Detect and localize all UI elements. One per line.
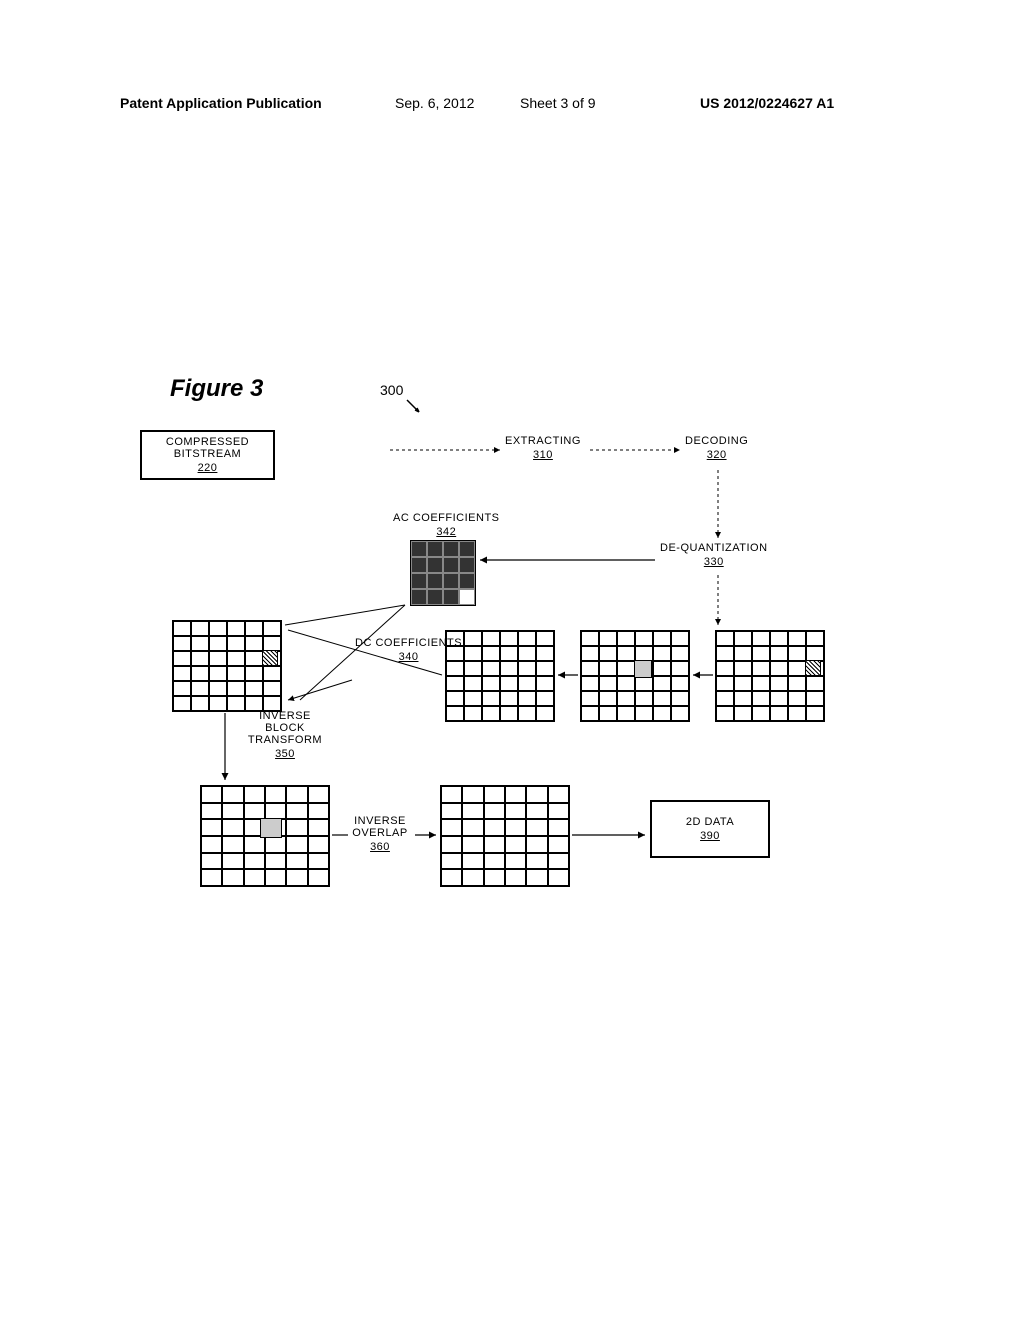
header-pubnum: US 2012/0224627 A1 bbox=[700, 95, 834, 111]
flow-diagram: COMPRESSED BITSTREAM 220 EXTRACTING 310 … bbox=[140, 430, 880, 930]
grid-bottommid bbox=[440, 785, 570, 887]
dequant-ref: 330 bbox=[704, 556, 724, 568]
hatch-topleft bbox=[262, 650, 278, 666]
header-sheet: Sheet 3 of 9 bbox=[520, 95, 596, 111]
extracting-label: EXTRACTING bbox=[505, 435, 581, 447]
highlight-mid2 bbox=[634, 660, 652, 678]
grid-topleft bbox=[172, 620, 282, 712]
invoverlap-label: INVERSE OVERLAP bbox=[350, 815, 410, 839]
figure-title: Figure 3 bbox=[170, 375, 263, 403]
invoverlap-ref: 360 bbox=[370, 841, 390, 853]
grid-mid1 bbox=[445, 630, 555, 722]
header-left: Patent Application Publication bbox=[120, 95, 322, 111]
ac-block: AC COEFFICIENTS 342 bbox=[393, 512, 500, 538]
header-date: Sep. 6, 2012 bbox=[395, 95, 474, 111]
compressed-bitstream-block: COMPRESSED BITSTREAM 220 bbox=[140, 430, 275, 480]
decoding-label: DECODING bbox=[685, 435, 748, 447]
invblock-block: INVERSE BLOCK TRANSFORM 350 bbox=[245, 710, 325, 760]
grid-right bbox=[715, 630, 825, 722]
extracting-ref: 310 bbox=[533, 449, 553, 461]
figure-ref: 300 bbox=[380, 382, 403, 398]
ref-arrow-icon bbox=[405, 398, 425, 423]
decoding-block: DECODING 320 bbox=[685, 435, 748, 461]
compressed-label: COMPRESSED BITSTREAM bbox=[150, 436, 265, 460]
dequant-block: DE-QUANTIZATION 330 bbox=[660, 542, 768, 568]
decoding-ref: 320 bbox=[707, 449, 727, 461]
compressed-ref: 220 bbox=[198, 462, 218, 474]
data2d-ref: 390 bbox=[700, 830, 720, 842]
data2d-block: 2D DATA 390 bbox=[650, 800, 770, 858]
dequant-label: DE-QUANTIZATION bbox=[660, 542, 768, 554]
dc-ref: 340 bbox=[399, 651, 419, 663]
highlight-bottomleft bbox=[260, 818, 282, 838]
ac-ref: 342 bbox=[436, 526, 456, 538]
hatch-right bbox=[805, 660, 821, 676]
data2d-label: 2D DATA bbox=[660, 816, 760, 828]
invoverlap-block: INVERSE OVERLAP 360 bbox=[350, 815, 410, 853]
ac-grid bbox=[410, 540, 476, 606]
extracting-block: EXTRACTING 310 bbox=[505, 435, 581, 461]
invblock-label: INVERSE BLOCK TRANSFORM bbox=[245, 710, 325, 746]
ac-label: AC COEFFICIENTS bbox=[393, 512, 500, 524]
invblock-ref: 350 bbox=[275, 748, 295, 760]
